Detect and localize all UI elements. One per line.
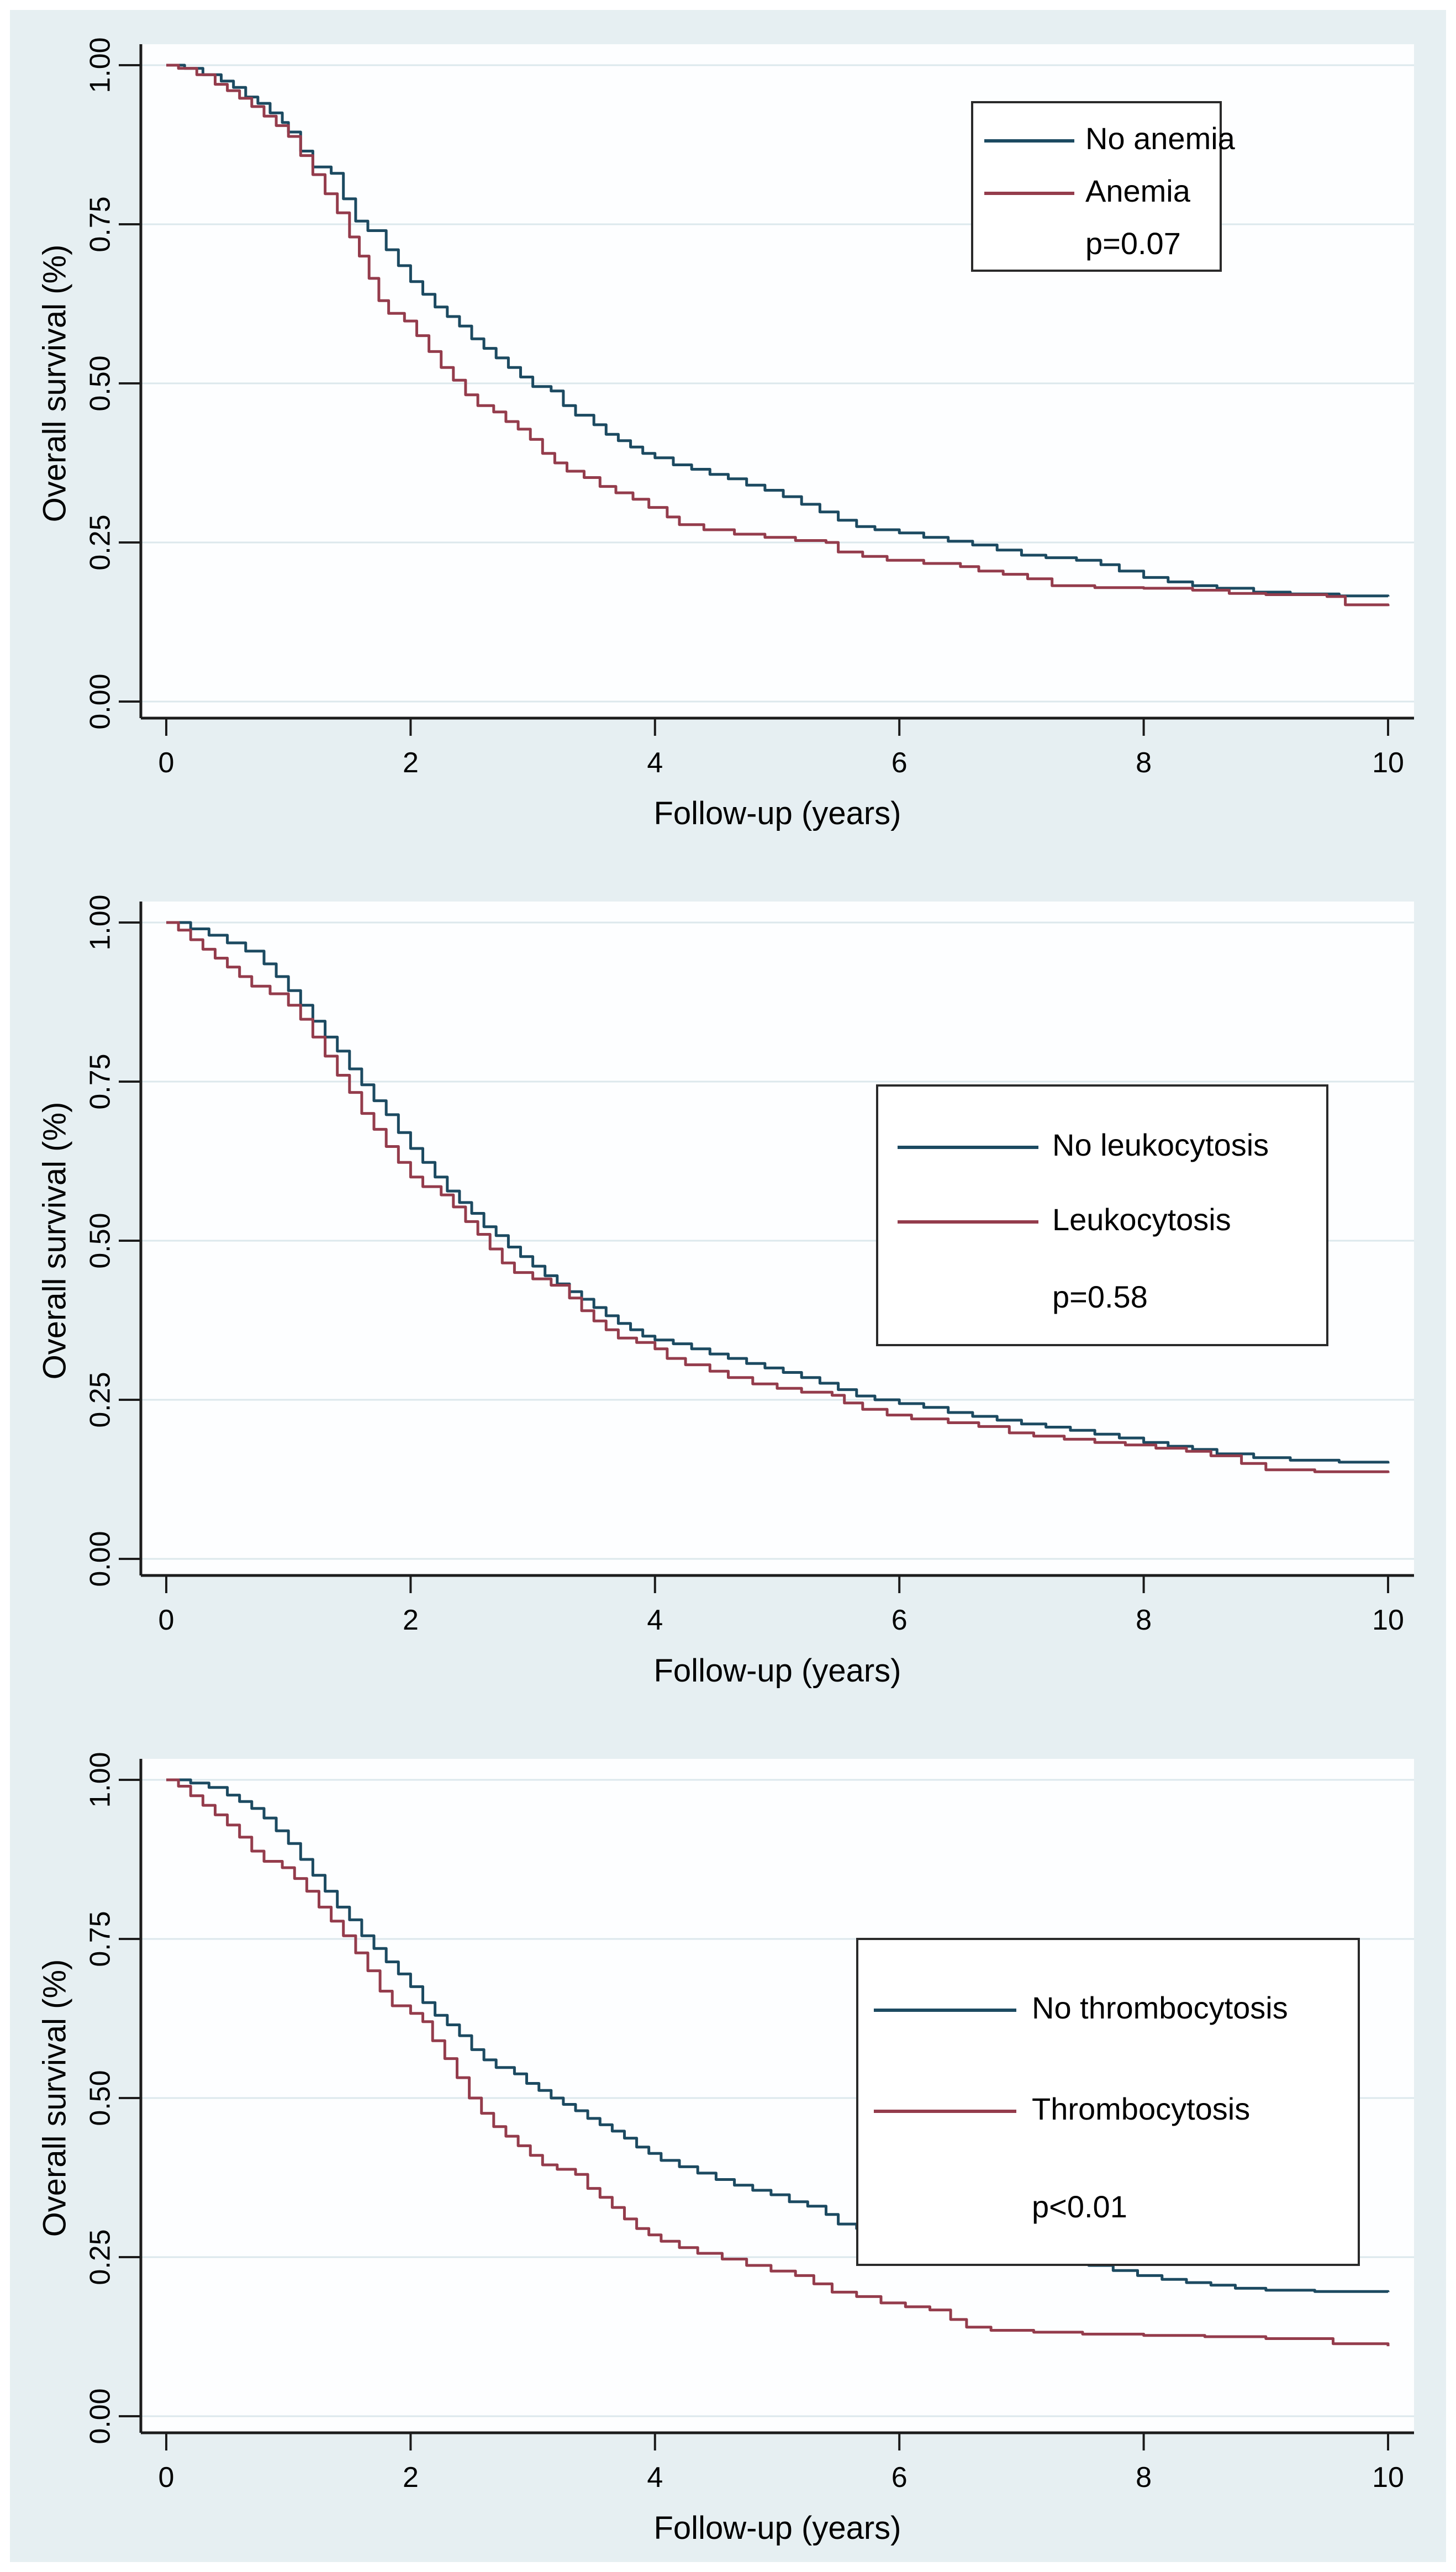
legend-label-no-anemia: No anemia <box>1085 121 1236 156</box>
x-tick-label: 0 <box>159 1604 175 1636</box>
survival-curve-anemia <box>166 64 1390 607</box>
x-axis-title: Follow-up (years) <box>654 1653 901 1689</box>
y-tick-label: 0.50 <box>85 355 117 411</box>
x-tick-label: 0 <box>159 747 175 779</box>
survival-curve-leukocytosis <box>166 921 1390 1473</box>
x-tick-label: 10 <box>1372 1604 1404 1636</box>
survival-curve-no-leukocytosis <box>166 921 1390 1464</box>
p-value-label: p=0.58 <box>1052 1279 1148 1314</box>
y-tick-label: 1.00 <box>85 1752 117 1807</box>
x-tick-label: 6 <box>891 2462 908 2494</box>
x-axis-title: Follow-up (years) <box>654 2510 901 2546</box>
y-tick-label: 1.00 <box>85 894 117 950</box>
chart-panel-anemia: 1.00 0.75 0.50 0.25 0.00 0 2 4 6 8 10 Overall survi… <box>36 37 1414 831</box>
survival-curve-thrombocytosis <box>166 1778 1390 2347</box>
p-value-label: p<0.01 <box>1032 2189 1127 2224</box>
x-tick-label: 2 <box>403 1604 419 1636</box>
x-axis-title: Follow-up (years) <box>654 795 901 831</box>
legend-label-no-thrombocytosis: No thrombocytosis <box>1032 1990 1288 2025</box>
y-axis-title: Overall survival (%) <box>36 245 72 523</box>
chart-panel-thrombocytosis: 1.00 0.75 0.50 0.25 0.00 0 2 4 6 8 10 Overall survi… <box>36 1752 1414 2546</box>
x-tick-label: 10 <box>1372 2462 1404 2494</box>
x-tick-label: 2 <box>403 2462 419 2494</box>
x-tick-label: 8 <box>1136 747 1152 779</box>
y-tick-label: 0.00 <box>85 673 117 729</box>
legend-box <box>876 1084 1328 1346</box>
x-tick-label: 8 <box>1136 2462 1152 2494</box>
legend-box <box>856 1938 1360 2266</box>
x-tick-label: 6 <box>891 747 908 779</box>
legend-label-thrombocytosis: Thrombocytosis <box>1032 2091 1250 2126</box>
legend-label-anemia: Anemia <box>1085 173 1191 208</box>
legend-box <box>971 101 1222 272</box>
survival-curve-no-anemia <box>166 64 1390 598</box>
x-tick-label: 0 <box>159 2462 175 2494</box>
chart-panel-leukocytosis: 1.00 0.75 0.50 0.25 0.00 0 2 4 6 8 10 Overall survi… <box>36 894 1414 1689</box>
p-value-label: p=0.07 <box>1085 226 1181 261</box>
y-tick-label: 0.75 <box>85 1911 117 1967</box>
y-tick-label: 0.00 <box>85 2388 117 2444</box>
y-tick-label: 0.75 <box>85 1053 117 1109</box>
y-tick-label: 0.25 <box>85 514 117 570</box>
legend-label-leukocytosis: Leukocytosis <box>1052 1202 1231 1237</box>
x-tick-label: 4 <box>647 747 663 779</box>
x-tick-label: 4 <box>647 2462 663 2494</box>
y-tick-label: 0.50 <box>85 2070 117 2126</box>
y-tick-label: 0.00 <box>85 1531 117 1587</box>
y-tick-label: 0.50 <box>85 1213 117 1268</box>
y-tick-label: 0.25 <box>85 1372 117 1427</box>
y-axis-title: Overall survival (%) <box>36 1102 72 1380</box>
y-tick-label: 1.00 <box>85 37 117 93</box>
x-tick-label: 10 <box>1372 747 1404 779</box>
x-tick-label: 6 <box>891 1604 908 1636</box>
y-tick-label: 0.75 <box>85 196 117 252</box>
x-tick-label: 4 <box>647 1604 663 1636</box>
x-tick-label: 8 <box>1136 1604 1152 1636</box>
y-tick-label: 0.25 <box>85 2229 117 2285</box>
y-axis-title: Overall survival (%) <box>36 1959 72 2237</box>
x-tick-label: 2 <box>403 747 419 779</box>
legend-label-no-leukocytosis: No leukocytosis <box>1052 1127 1269 1162</box>
